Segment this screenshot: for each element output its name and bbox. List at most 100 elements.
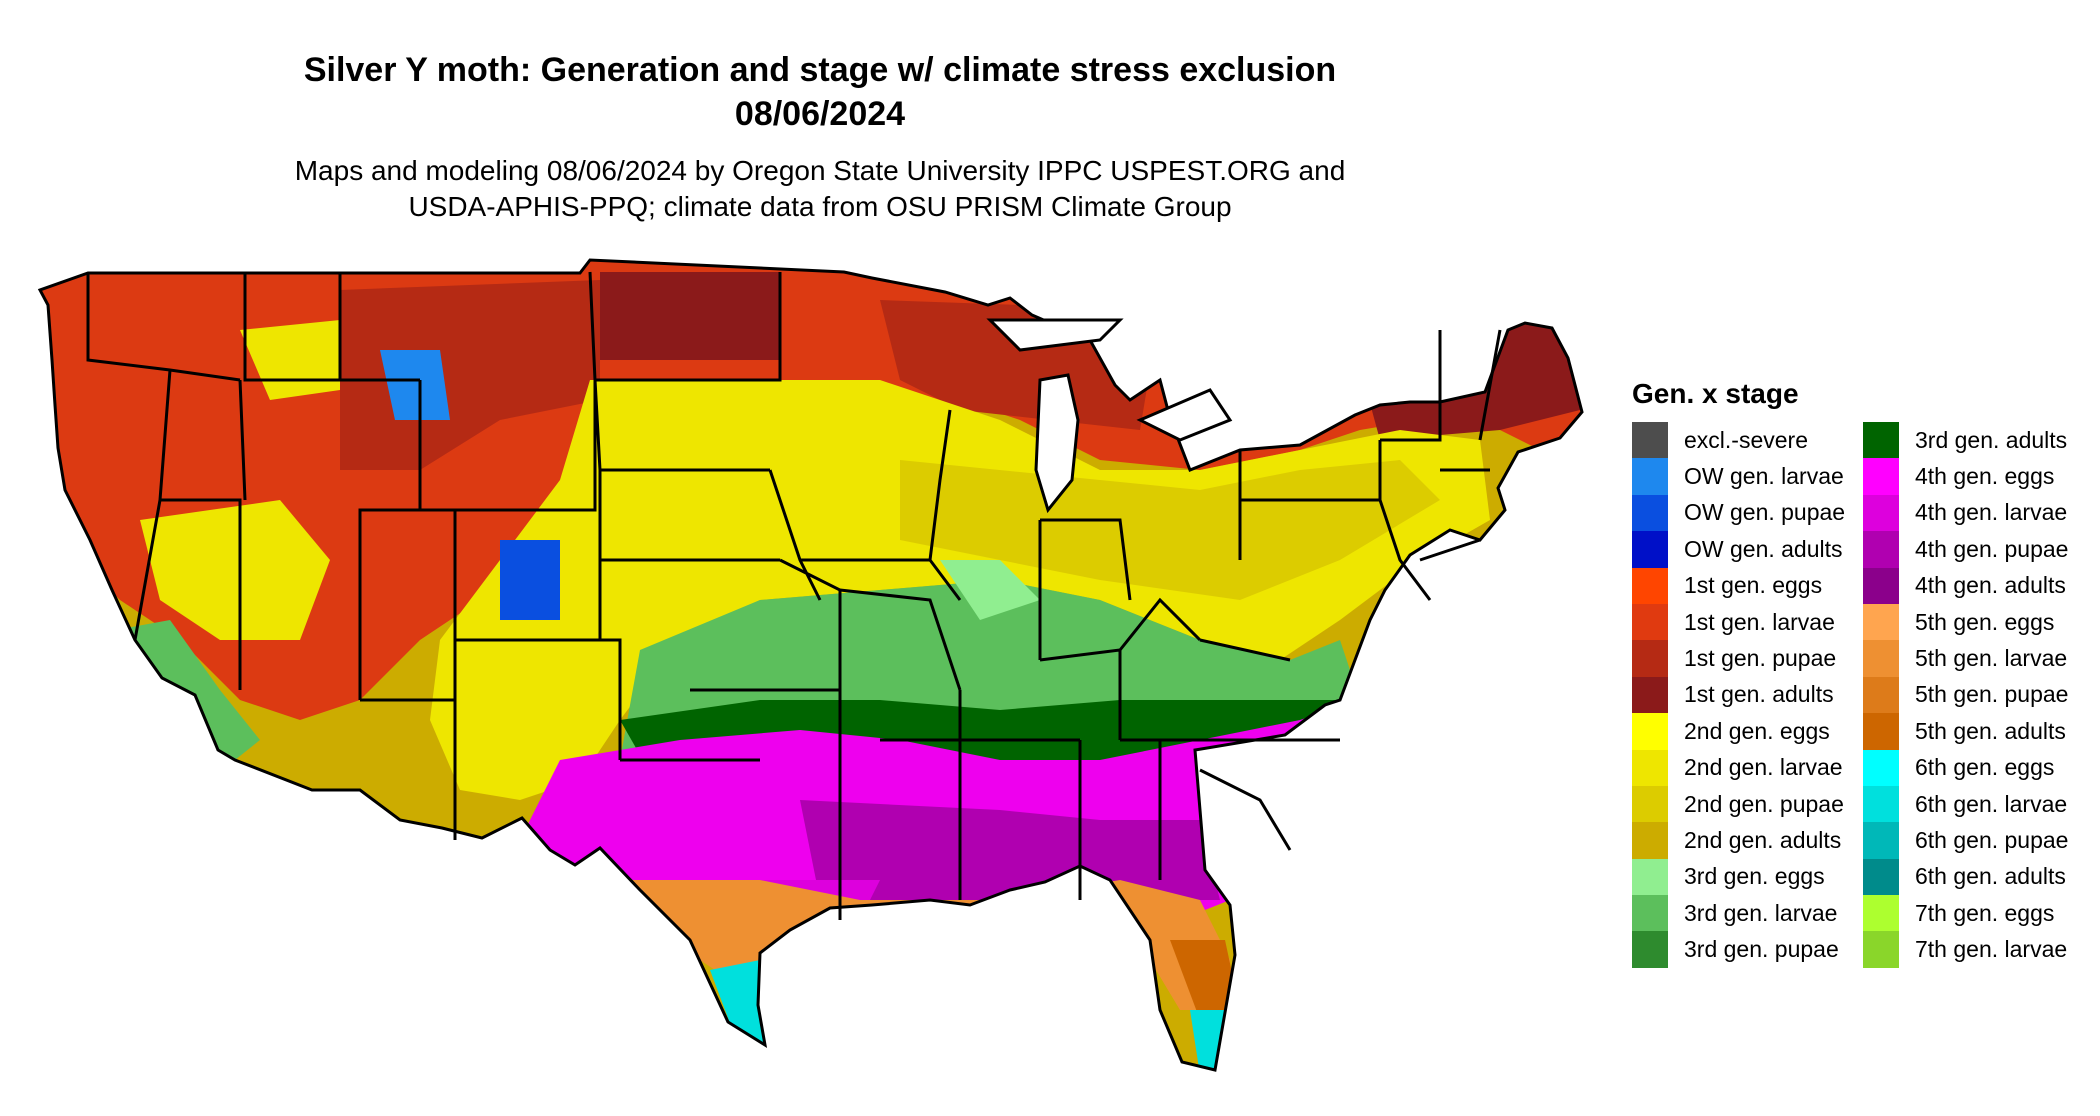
legend-item: 7th gen. larvae: [1863, 931, 2068, 968]
legend-label: 7th gen. eggs: [1915, 899, 2055, 926]
credit-line-2: USDA-APHIS-PPQ; climate data from OSU PR…: [408, 191, 1232, 222]
legend-label: 2nd gen. pupae: [1684, 790, 1844, 817]
legend-item: 5th gen. larvae: [1863, 640, 2068, 677]
legend-swatch: [1863, 567, 1899, 604]
legend-swatch: [1632, 422, 1668, 459]
credit-line-1: Maps and modeling 08/06/2024 by Oregon S…: [294, 155, 1346, 186]
legend-swatch: [1863, 931, 1899, 968]
legend-swatch: [1863, 603, 1899, 641]
legend-label: 6th gen. adults: [1915, 863, 2066, 890]
legend-item: 7th gen. eggs: [1863, 895, 2068, 932]
legend-label: 3rd gen. eggs: [1684, 863, 1825, 890]
legend-swatch: [1863, 458, 1899, 495]
state-boundaries: [38, 258, 1584, 1072]
legend-column-1: excl.-severe OW gen. larvae OW gen. pupae O…: [1632, 422, 1845, 968]
legend-label: 3rd gen. pupae: [1684, 936, 1839, 963]
legend-item: 2nd gen. larvae: [1632, 749, 1845, 786]
legend-swatch: [1863, 749, 1899, 786]
legend-item: 6th gen. adults: [1863, 858, 2068, 896]
legend-swatch: [1632, 822, 1668, 859]
legend-item: 2nd gen. eggs: [1632, 713, 1845, 750]
legend-swatch: [1632, 567, 1668, 604]
legend-item: 6th gen. eggs: [1863, 749, 2068, 786]
legend-swatch: [1632, 858, 1668, 896]
legend-label: 1st gen. eggs: [1684, 572, 1823, 599]
legend-swatch: [1632, 494, 1668, 532]
legend-swatch: [1632, 640, 1668, 677]
legend-label: 3rd gen. larvae: [1684, 899, 1838, 926]
legend-label: 2nd gen. larvae: [1684, 754, 1843, 781]
legend-item: 6th gen. pupae: [1863, 822, 2069, 859]
legend-item: 3rd gen. pupae: [1632, 931, 1845, 968]
legend-item: 4th gen. pupae: [1863, 531, 2069, 568]
legend-item: 4th gen. eggs: [1863, 458, 2068, 495]
legend-swatch: [1632, 785, 1668, 823]
legend-swatch: [1632, 931, 1668, 968]
legend-label: OW gen. adults: [1684, 535, 1843, 562]
legend-title: Gen. x stage: [1632, 378, 1799, 409]
legend-column-2: 3rd gen. adults 4th gen. eggs 4th gen. lar…: [1863, 422, 2068, 968]
legend-swatch: [1632, 713, 1668, 750]
legend-swatch: [1632, 749, 1668, 786]
legend-item: 3rd gen. adults: [1863, 422, 2068, 459]
legend-item: 3rd gen. larvae: [1632, 895, 1845, 932]
legend-label: excl.-severe: [1684, 426, 1808, 453]
legend-item: 2nd gen. pupae: [1632, 785, 1845, 823]
legend-swatch: [1632, 895, 1668, 932]
legend-item: OW gen. larvae: [1632, 458, 1845, 495]
map-title: Silver Y moth: Generation and stage w/ c…: [303, 51, 1337, 89]
legend-label: 2nd gen. eggs: [1684, 717, 1830, 744]
legend-swatch: [1632, 531, 1668, 568]
legend-swatch: [1863, 858, 1899, 896]
legend-swatch: [1863, 822, 1899, 859]
legend-swatch: [1863, 640, 1899, 677]
legend-swatch: [1632, 676, 1668, 714]
legend-label: 4th gen. adults: [1915, 572, 2066, 599]
us-phenology-map: [38, 258, 1584, 1072]
legend-label: OW gen. pupae: [1684, 499, 1846, 526]
legend-label: 6th gen. eggs: [1915, 754, 2055, 781]
legend-label: OW gen. larvae: [1684, 463, 1844, 490]
great-lakes: [986, 318, 1233, 514]
legend-label: 7th gen. larvae: [1915, 936, 2068, 963]
legend-swatch: [1863, 422, 1899, 459]
legend-swatch: [1863, 676, 1899, 714]
legend-item: 1st gen. adults: [1632, 676, 1845, 714]
legend-item: 5th gen. eggs: [1863, 603, 2068, 641]
legend-label: 1st gen. larvae: [1684, 608, 1835, 635]
legend-label: 3rd gen. adults: [1915, 426, 2068, 453]
legend-swatch: [1863, 895, 1899, 932]
legend-item: 1st gen. larvae: [1632, 603, 1845, 641]
legend-item: 1st gen. pupae: [1632, 640, 1845, 677]
legend-swatch: [1632, 458, 1668, 495]
legend-label: 6th gen. larvae: [1915, 790, 2068, 817]
legend-item: excl.-severe: [1632, 422, 1845, 459]
legend-swatch: [1632, 603, 1668, 641]
legend-swatch: [1863, 494, 1899, 532]
legend-label: 5th gen. eggs: [1915, 608, 2055, 635]
legend-label: 1st gen. adults: [1684, 681, 1834, 708]
legend-item: 6th gen. larvae: [1863, 785, 2068, 823]
legend-item: OW gen. pupae: [1632, 494, 1846, 532]
legend-label: 4th gen. eggs: [1915, 463, 2055, 490]
legend-swatch: [1863, 531, 1899, 568]
legend-swatch: [1863, 713, 1899, 750]
legend-label: 2nd gen. adults: [1684, 826, 1842, 853]
legend-label: 6th gen. pupae: [1915, 826, 2069, 853]
legend-item: 5th gen. pupae: [1863, 676, 2069, 714]
legend-label: 1st gen. pupae: [1684, 645, 1837, 672]
legend-item: 1st gen. eggs: [1632, 567, 1845, 604]
map-date: 08/06/2024: [734, 95, 906, 133]
legend-item: 2nd gen. adults: [1632, 822, 1845, 859]
legend-label: 5th gen. pupae: [1915, 681, 2069, 708]
legend-item: 3rd gen. eggs: [1632, 858, 1845, 896]
legend-item: 4th gen. larvae: [1863, 494, 2068, 532]
legend-item: 4th gen. adults: [1863, 567, 2068, 604]
legend-label: 5th gen. larvae: [1915, 645, 2068, 672]
legend-label: 4th gen. pupae: [1915, 535, 2069, 562]
legend-swatch: [1863, 785, 1899, 823]
legend-item: OW gen. adults: [1632, 531, 1845, 568]
legend-label: 5th gen. adults: [1915, 717, 2066, 744]
legend-item: 5th gen. adults: [1863, 713, 2068, 750]
legend-label: 4th gen. larvae: [1915, 499, 2068, 526]
